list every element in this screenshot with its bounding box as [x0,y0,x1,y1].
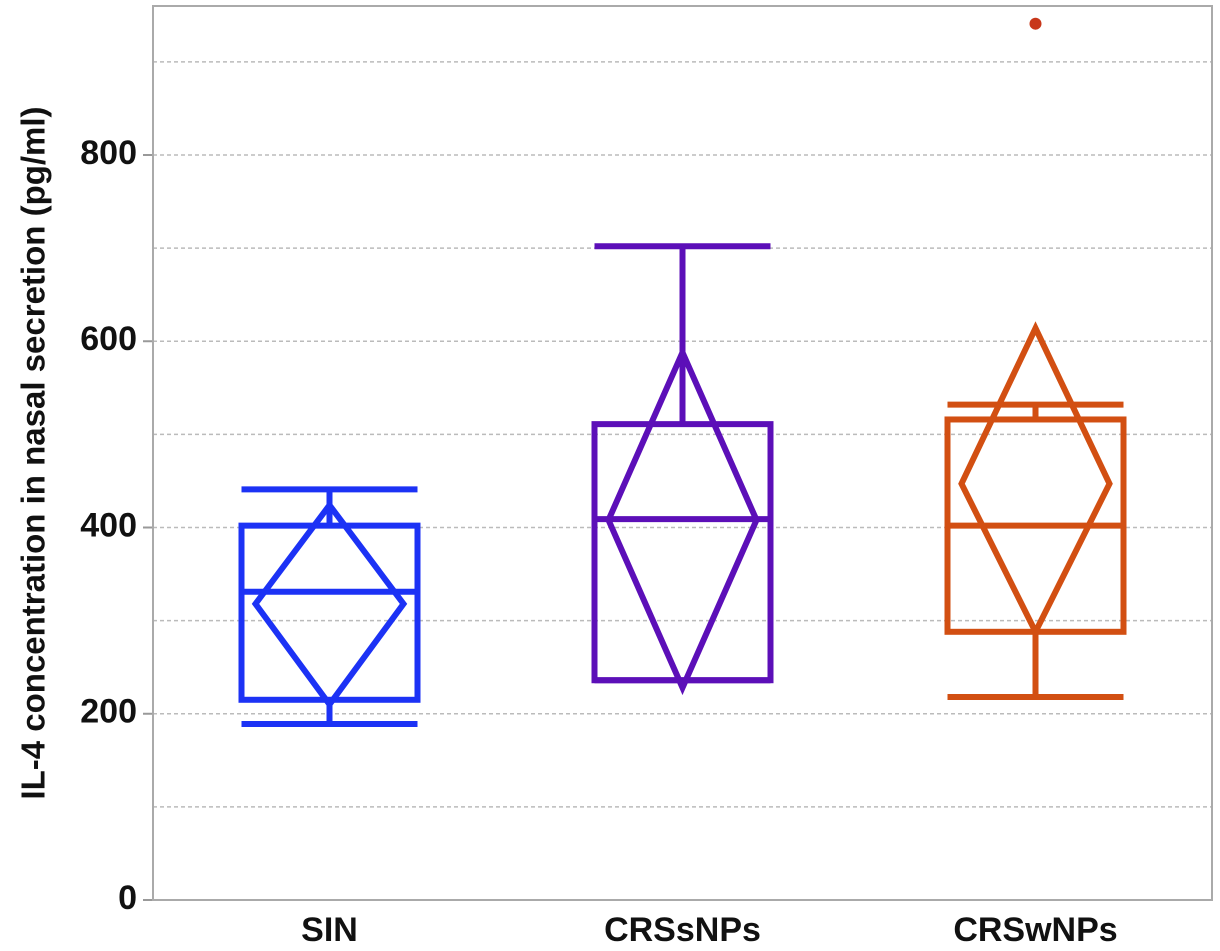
x-tick-label: CRSwNPs [953,911,1117,949]
plot-frame [152,5,1213,901]
mean-diamond [958,321,1113,639]
box [591,421,774,684]
y-tick-label: 800 [80,134,137,172]
box [238,522,421,703]
y-tick-label: 200 [80,693,137,731]
outlier [1029,17,1042,30]
y-tick-label: 400 [80,506,137,544]
mean-diamond [251,500,408,710]
mean-diamond [605,344,760,696]
x-tick-label: CRSsNPs [604,911,761,949]
x-tick-label: SIN [301,911,358,949]
y-tick-label: 0 [118,879,137,917]
y-axis-label: IL-4 concentration in nasal secretion (p… [15,106,52,799]
y-tick-label: 600 [80,320,137,358]
